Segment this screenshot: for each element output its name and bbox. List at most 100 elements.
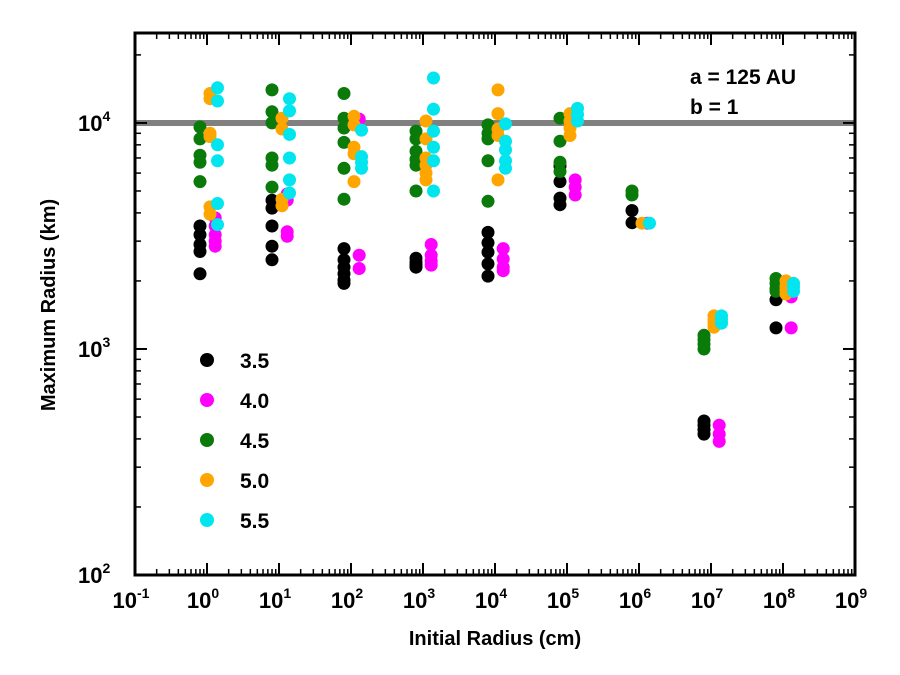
point-series-4.0-26: [712, 434, 726, 448]
y-tick-label: 102: [78, 560, 110, 588]
point-series-4.5-30: [553, 155, 567, 169]
point-series-3.5-4: [193, 267, 207, 281]
legend-label-5.0: 5.0: [240, 470, 269, 493]
point-series-5.5-30: [643, 216, 656, 230]
x-tick-label: 105: [547, 585, 579, 613]
legend-marker-5.0: [200, 473, 214, 487]
point-series-3.5-9: [265, 253, 279, 267]
point-series-5.0-21: [491, 83, 505, 97]
point-series-5.5-1: [211, 94, 224, 108]
point-series-4.5-1: [193, 132, 207, 146]
legend-marker-4.5: [200, 433, 214, 447]
point-series-3.5-19: [409, 260, 423, 274]
point-series-5.5-2: [211, 138, 224, 152]
point-series-4.5-25: [481, 132, 495, 146]
point-series-3.5-8: [265, 239, 279, 253]
point-series-3.5-7: [265, 219, 279, 233]
point-series-4.0-4: [208, 239, 222, 253]
point-series-4.0-28: [784, 321, 798, 335]
point-series-4.5-18: [409, 132, 423, 146]
point-series-5.5-16: [427, 71, 440, 85]
x-tick-label: 101: [259, 585, 291, 613]
point-series-5.5-10: [283, 173, 296, 187]
x-tick-label: 100: [187, 585, 219, 613]
point-series-4.0-12: [424, 238, 438, 251]
point-series-3.5-21: [481, 236, 495, 250]
point-series-4.5-0: [193, 120, 207, 134]
point-series-4.5-26: [481, 154, 495, 168]
x-tick-label: 107: [691, 585, 723, 613]
point-series-4.0-22: [568, 188, 582, 202]
x-tick-label: 103: [403, 585, 435, 613]
point-series-4.5-37: [697, 342, 711, 356]
point-series-4.5-21: [409, 158, 423, 172]
point-series-5.0-5: [203, 207, 217, 221]
point-series-5.0-29: [563, 129, 577, 142]
point-series-4.0-15: [424, 258, 438, 272]
point-series-5.0-22: [491, 107, 505, 121]
point-series-4.5-6: [265, 105, 279, 119]
point-series-5.0-9: [275, 199, 289, 213]
point-series-4.5-7: [265, 116, 279, 130]
point-series-3.5-20: [481, 225, 495, 239]
point-series-4.5-4: [193, 175, 207, 189]
point-series-4.5-16: [337, 192, 351, 206]
point-series-5.0-15: [419, 114, 433, 128]
point-series-5.5-11: [283, 186, 296, 200]
legend-marker-5.5: [200, 513, 214, 527]
legend-marker-3.5: [200, 353, 214, 367]
point-series-4.0-8: [280, 229, 294, 243]
point-series-4.0-16: [496, 242, 510, 256]
point-series-5.5-3: [211, 154, 224, 168]
point-series-5.5-21: [427, 184, 440, 198]
point-series-4.5-14: [337, 135, 351, 149]
point-series-4.5-3: [193, 155, 207, 169]
point-series-5.5-8: [283, 127, 296, 141]
point-series-4.5-13: [337, 121, 351, 135]
point-series-4.5-33: [625, 188, 639, 202]
point-series-5.0-25: [491, 173, 505, 187]
x-tick-label: 104: [475, 585, 507, 613]
point-series-5.5-20: [427, 154, 440, 168]
point-series-3.5-23: [481, 257, 495, 271]
legend-label-4.0: 4.0: [240, 390, 269, 413]
y-tick-label: 104: [78, 108, 110, 136]
point-series-4.0-10: [352, 248, 366, 262]
point-series-4.0-11: [352, 262, 366, 275]
x-tick-label: 102: [331, 585, 363, 613]
point-series-5.5-4: [211, 197, 224, 210]
point-series-3.5-3: [193, 245, 207, 258]
tick-labels: 10-1 100 101 102 103 104 105 106 107 108 109 102 103…: [78, 108, 867, 613]
axis-ticks: [134, 33, 856, 576]
point-series-5.5-26: [499, 161, 512, 175]
point-series-4.5-41: [769, 284, 783, 298]
x-tick-label: 109: [835, 585, 867, 613]
x-tick-label: 106: [619, 585, 651, 613]
point-series-5.5-7: [283, 104, 296, 118]
point-series-3.5-36: [769, 321, 783, 335]
point-series-3.5-34: [697, 427, 711, 441]
point-series-5.5-12: [355, 123, 368, 137]
point-series-3.5-26: [553, 175, 567, 189]
point-series-5.5-36: [787, 284, 800, 298]
point-series-3.5-1: [193, 228, 207, 242]
point-series-4.5-15: [337, 161, 351, 175]
point-series-4.5-29: [553, 134, 567, 148]
point-series-5.5-15: [355, 161, 368, 175]
legend-marker-4.0: [200, 393, 214, 407]
legend: 3.5 4.0 4.5 5.0 5.5: [200, 350, 270, 533]
annotation-b-value: b = 1: [690, 96, 739, 119]
data-points: [193, 71, 800, 448]
x-axis-label: Initial Radius (cm): [409, 628, 581, 650]
point-series-5.5-29: [571, 114, 584, 128]
annotation-semimajor-axis: a = 125 AU: [690, 66, 796, 89]
point-series-5.5-9: [283, 151, 296, 165]
point-series-4.5-12: [337, 111, 351, 125]
point-series-5.0-3: [203, 130, 217, 144]
point-series-5.5-33: [715, 316, 728, 330]
y-tick-label: 103: [78, 334, 110, 362]
point-series-4.5-5: [265, 83, 279, 97]
point-series-5.5-24: [499, 143, 512, 157]
point-series-4.5-22: [409, 184, 423, 198]
